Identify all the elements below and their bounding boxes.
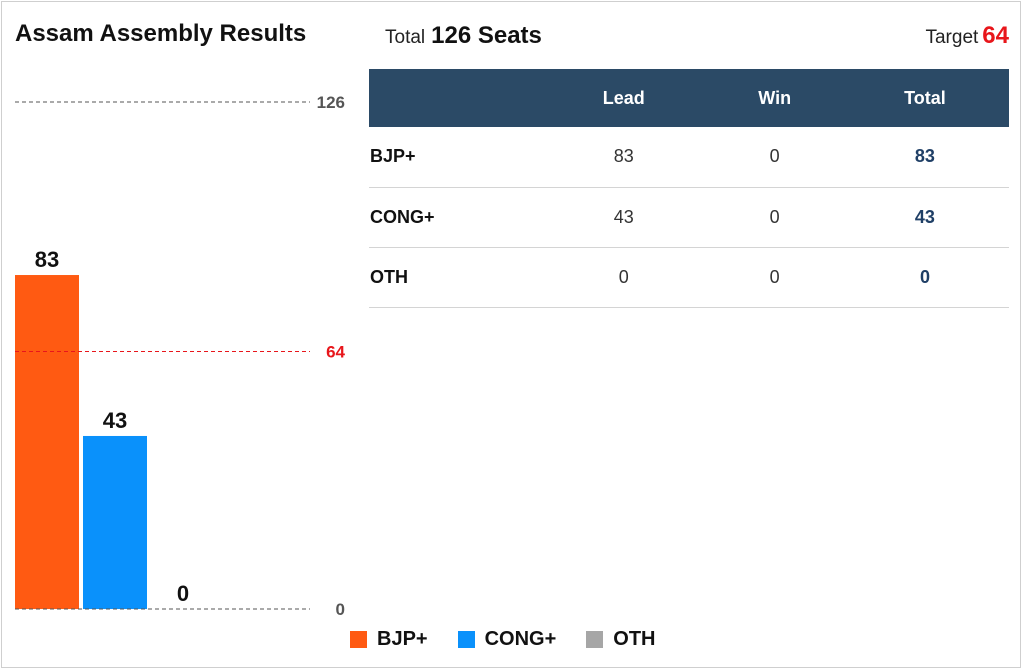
total-count: 43 bbox=[914, 206, 935, 227]
bar-value-label: 0 bbox=[177, 581, 189, 606]
target-seats: Target 64 bbox=[925, 22, 1009, 50]
legend-label: CONG+ bbox=[484, 628, 557, 650]
party-name: BJP+ bbox=[370, 146, 416, 167]
legend-item-cong: CONG+ bbox=[457, 628, 557, 651]
bar-bjp bbox=[15, 275, 79, 609]
lead-count: 0 bbox=[618, 266, 629, 287]
legend-swatch-oth bbox=[586, 631, 604, 648]
reference-line-label: 64 bbox=[326, 342, 345, 361]
reference-line-label: 0 bbox=[336, 600, 345, 619]
legend-label: BJP+ bbox=[377, 628, 428, 650]
chart-legend: BJP+ CONG+ OTH bbox=[350, 628, 686, 651]
column-header-total: Total bbox=[904, 87, 946, 108]
column-header-lead: Lead bbox=[602, 87, 645, 108]
legend-swatch-bjp bbox=[350, 631, 367, 648]
seat-bar-chart: 83 43 0 126 64 0 bbox=[15, 93, 346, 619]
lead-count: 43 bbox=[613, 206, 634, 227]
column-header-win: Win bbox=[758, 87, 792, 108]
legend-item-bjp: BJP+ bbox=[350, 628, 428, 651]
table-row: CONG+ 43 0 43 bbox=[369, 187, 1009, 247]
target-value: 64 bbox=[982, 22, 1009, 49]
party-name: OTH bbox=[370, 266, 408, 287]
legend-item-oth: OTH bbox=[586, 628, 656, 651]
win-count: 0 bbox=[769, 266, 780, 287]
total-seats-value: 126 Seats bbox=[431, 22, 542, 49]
party-name: CONG+ bbox=[370, 206, 435, 227]
lead-count: 83 bbox=[613, 146, 634, 167]
bar-value-label: 83 bbox=[35, 247, 59, 272]
total-count: 83 bbox=[914, 146, 935, 167]
table-row: BJP+ 83 0 83 bbox=[369, 127, 1009, 187]
target-label: Target bbox=[925, 27, 979, 48]
table-header-row: Lead Win Total bbox=[369, 69, 1009, 127]
bar-value-label: 43 bbox=[103, 408, 127, 433]
column-header-party bbox=[369, 69, 539, 127]
results-table: Lead Win Total BJP+ 83 0 83 CONG+ 43 0 4… bbox=[369, 69, 1009, 308]
total-count: 0 bbox=[919, 266, 930, 287]
legend-label: OTH bbox=[613, 628, 656, 650]
page-title: Assam Assembly Results bbox=[15, 20, 307, 47]
legend-swatch-cong bbox=[457, 631, 475, 648]
win-count: 0 bbox=[769, 206, 780, 227]
table-row: OTH 0 0 0 bbox=[369, 247, 1009, 307]
total-seats: Total 126 Seats bbox=[385, 22, 542, 50]
total-seats-label: Total bbox=[385, 27, 426, 48]
reference-line-label: 126 bbox=[317, 93, 345, 112]
bar-cong bbox=[83, 435, 147, 609]
win-count: 0 bbox=[769, 146, 780, 167]
